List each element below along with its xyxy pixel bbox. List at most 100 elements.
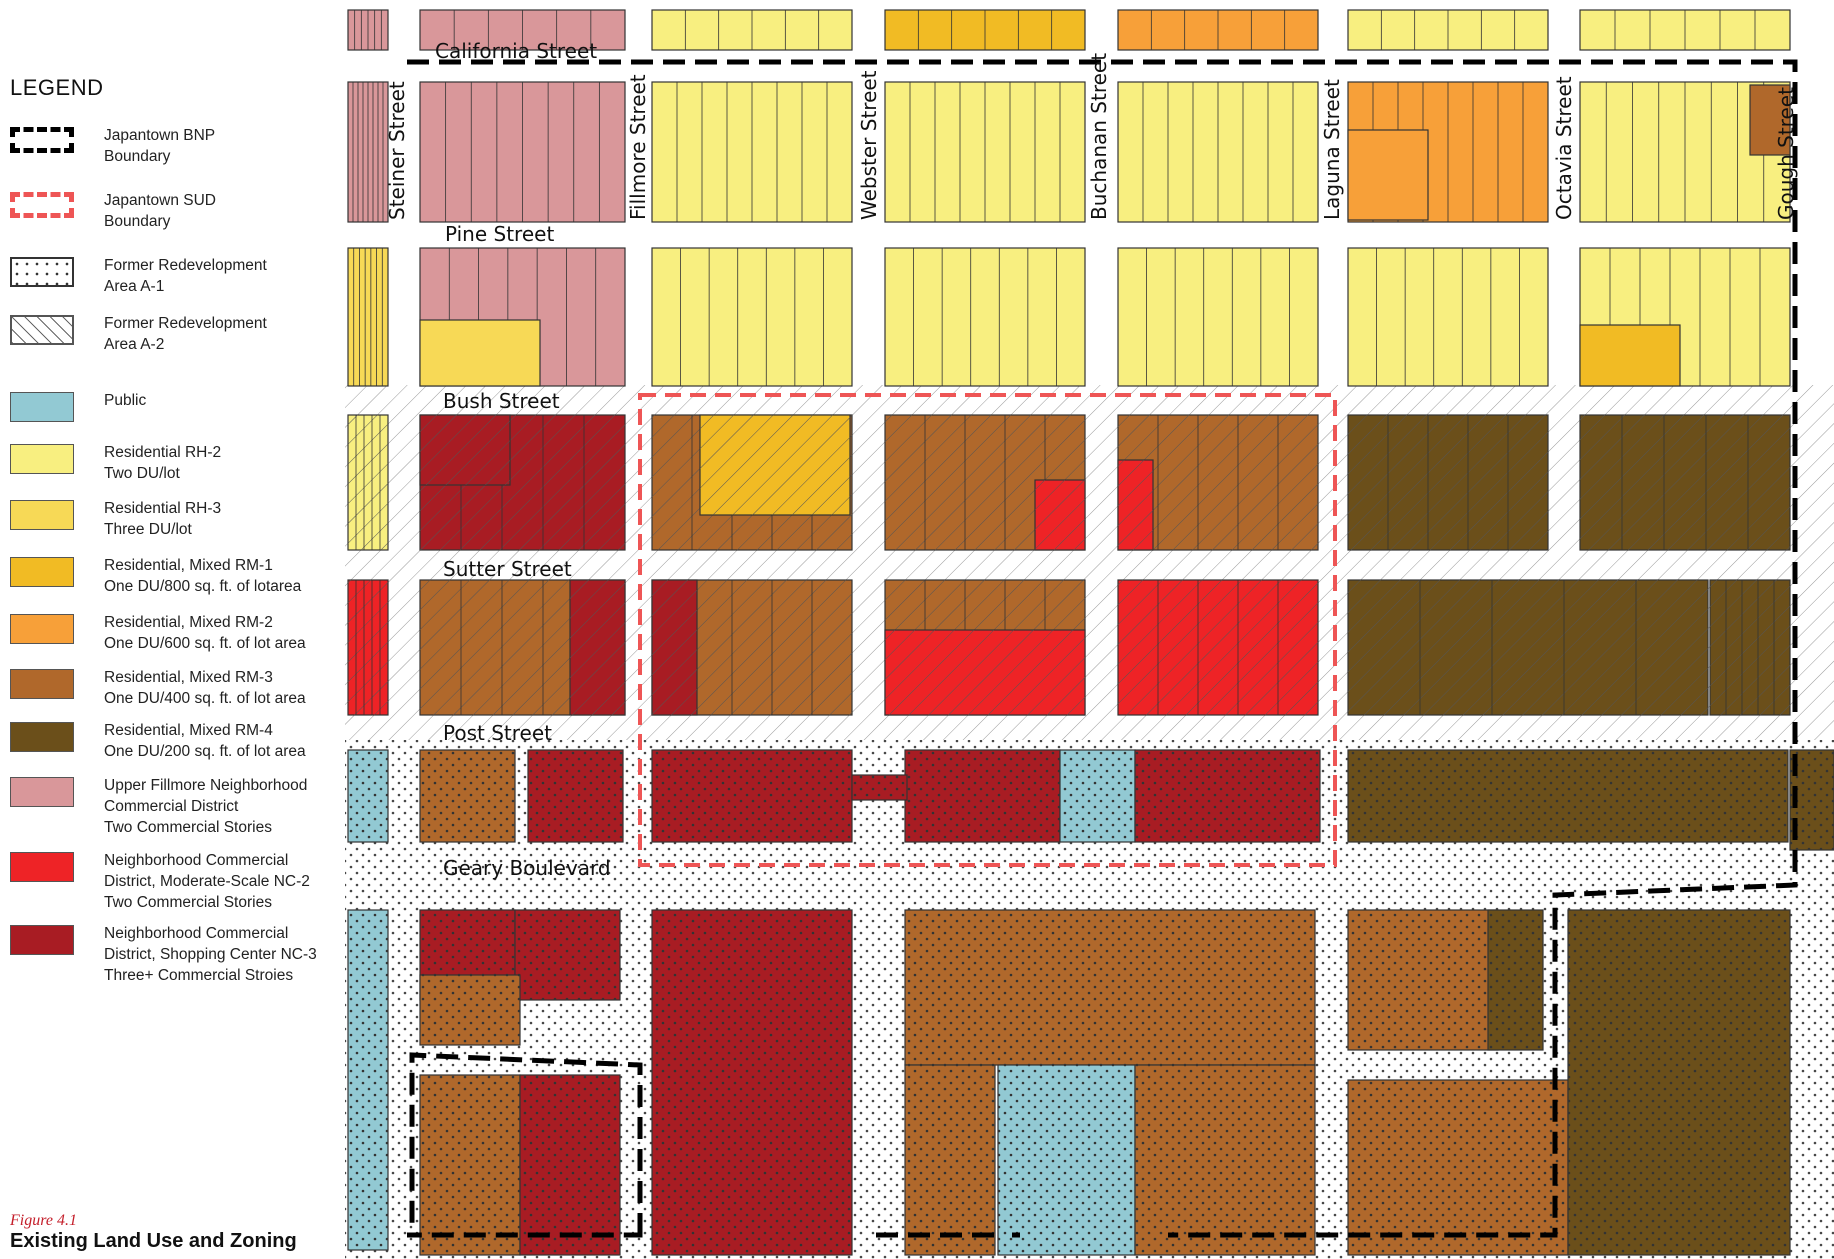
block-rm1-hatched-overlay <box>700 415 850 515</box>
block-nc3-sw3-overlay <box>520 1075 620 1255</box>
legend-panel: LEGEND Japantown BNP Boundary Japantown S… <box>0 0 345 1259</box>
block-geary-post-5-overlay <box>1060 750 1135 842</box>
block-geary-post-7-overlay <box>1348 750 1788 842</box>
block-rm4-east-overlay <box>1488 910 1543 1050</box>
block-bush-pine-4 <box>1118 248 1318 386</box>
block-sutter-bush-6-overlay <box>1580 415 1790 550</box>
legend-swatch-nc2 <box>10 852 74 882</box>
legend-item-rm1: Residential, Mixed RM-1 One DU/800 sq. f… <box>10 555 340 611</box>
sutter-street-label: Sutter Street <box>443 557 572 581</box>
legend-label-public: Public <box>104 390 340 411</box>
legend-swatch-rh3 <box>10 500 74 530</box>
pine-street-label: Pine Street <box>445 222 554 246</box>
legend-swatch-rm3 <box>10 669 74 699</box>
block-bush-pine-5 <box>1348 248 1548 386</box>
block-rm3-east-overlay <box>1348 910 1498 1050</box>
legend-item-bnp-boundary: Japantown BNP Boundary <box>10 125 340 181</box>
legend-label-bnp-boundary: Japantown BNP Boundary <box>104 125 340 167</box>
block-rm3-center3-overlay <box>1135 1065 1315 1255</box>
legend-label-nc-fillmore: Upper Fillmore Neighborhood Commercial D… <box>104 775 340 838</box>
fillmore-street-label: Fillmore Street <box>626 74 650 220</box>
legend-item-nc3: Neighborhood Commercial District, Shoppi… <box>10 923 340 979</box>
legend-label-redevelopment-a1: Former Redevelopment Area A-1 <box>104 255 340 297</box>
block-geary-post-3-overlay <box>652 750 852 842</box>
california-street-label: California Street <box>435 39 597 63</box>
block-geary-post-2-overlay <box>528 750 623 842</box>
steiner-street-label: Steiner Street <box>385 81 409 220</box>
block-rm3-center2-overlay <box>905 1065 995 1255</box>
legend-item-rh3: Residential RH-3 Three DU/lot <box>10 498 340 554</box>
legend-label-rh2: Residential RH-2 Two DU/lot <box>104 442 340 484</box>
block-nc3-sutter-overlay <box>570 580 625 715</box>
block-rm4-southeast-overlay <box>1568 910 1790 1255</box>
legend-swatch-nc-fillmore <box>10 777 74 807</box>
legend-swatch-rm1 <box>10 557 74 587</box>
legend-swatch-nc3 <box>10 925 74 955</box>
legend-label-rm2: Residential, Mixed RM-2 One DU/600 sq. f… <box>104 612 340 654</box>
legend-swatch-rm4 <box>10 722 74 752</box>
block-public-west-overlay <box>348 910 388 1250</box>
block-geary-post-1-overlay <box>420 750 515 842</box>
legend-swatch-public <box>10 392 74 422</box>
block-geary-post-6-overlay <box>1135 750 1320 842</box>
legend-label-nc2: Neighborhood Commercial District, Modera… <box>104 850 340 913</box>
block-bush-pine-3 <box>885 248 1085 386</box>
buchanan-street-label: Buchanan Street <box>1087 53 1111 220</box>
block-nc3-center-overlay <box>652 910 852 1255</box>
geary-boulevard-label: Geary Boulevard <box>443 856 611 880</box>
webster-street-label: Webster Street <box>857 70 881 220</box>
block-sutter-bush-5-overlay <box>1348 415 1548 550</box>
block-post-sutter-6-overlay <box>1710 580 1790 715</box>
block-bush-pine-2 <box>652 248 852 386</box>
zoning-map: California Street Pine Street Bush Stree… <box>345 0 1834 1259</box>
block-rm1-inset <box>1580 325 1680 386</box>
legend-swatch-rh2 <box>10 444 74 474</box>
block-rm3-east2-overlay <box>1348 1080 1568 1255</box>
block-nc3-corner-overlay <box>420 415 510 485</box>
block-nc3-sw2-overlay <box>515 910 620 1000</box>
block-nc3-fillmore-overlay <box>652 580 697 715</box>
legend-item-rm2: Residential, Mixed RM-2 One DU/600 sq. f… <box>10 612 340 668</box>
block-nc2-small-overlay <box>1035 480 1085 550</box>
post-street-label: Post Street <box>443 721 552 745</box>
legend-label-redevelopment-a2: Former Redevelopment Area A-2 <box>104 313 340 355</box>
block-nc2-small-2-overlay <box>1118 460 1153 550</box>
legend-item-sud-boundary: Japantown SUD Boundary <box>10 190 340 246</box>
gough-street-label: Gough Street <box>1774 87 1798 220</box>
legend-label-rm3: Residential, Mixed RM-3 One DU/400 sq. f… <box>104 667 340 709</box>
legend-item-public: Public <box>10 390 340 446</box>
legend-label-sud-boundary: Japantown SUD Boundary <box>104 190 340 232</box>
block-rm3-sw-overlay <box>420 975 520 1045</box>
legend-item-rm3: Residential, Mixed RM-3 One DU/400 sq. f… <box>10 667 340 723</box>
legend-swatch-bnp-boundary <box>10 127 74 153</box>
figure-title: Existing Land Use and Zoning <box>10 1230 297 1253</box>
block-nc3-bridge-overlay <box>852 775 907 800</box>
legend-swatch-redevelopment-a2 <box>10 315 74 345</box>
legend-item-rm4: Residential, Mixed RM-4 One DU/200 sq. f… <box>10 720 340 776</box>
block-sutter-bush-0-overlay <box>348 415 388 550</box>
block-public-center-overlay <box>998 1065 1135 1255</box>
legend-swatch-sud-boundary <box>10 192 74 218</box>
block-rm3-sw2-overlay <box>420 1075 520 1255</box>
block-post-sutter-5-overlay <box>1348 580 1708 715</box>
legend-title: LEGEND <box>10 75 103 101</box>
octavia-street-label: Octavia Street <box>1552 76 1576 220</box>
legend-swatch-redevelopment-a1 <box>10 257 74 287</box>
laguna-street-label: Laguna Street <box>1320 79 1344 220</box>
block-rm2-inset <box>1348 130 1428 220</box>
block-post-sutter-0-overlay <box>348 580 388 715</box>
block-nc2-webster-overlay <box>885 630 1085 715</box>
legend-label-nc3: Neighborhood Commercial District, Shoppi… <box>104 923 340 986</box>
block-rh3-inset <box>420 320 540 386</box>
legend-item-nc-fillmore: Upper Fillmore Neighborhood Commercial D… <box>10 775 340 831</box>
bush-street-label: Bush Street <box>443 389 560 413</box>
legend-item-nc2: Neighborhood Commercial District, Modera… <box>10 850 340 906</box>
legend-label-rm4: Residential, Mixed RM-4 One DU/200 sq. f… <box>104 720 340 762</box>
block-geary-post-0-overlay <box>348 750 388 842</box>
block-geary-post-4-overlay <box>905 750 1060 842</box>
legend-label-rm1: Residential, Mixed RM-1 One DU/800 sq. f… <box>104 555 340 597</box>
figure-label: Figure 4.1 <box>10 1212 77 1230</box>
legend-swatch-rm2 <box>10 614 74 644</box>
legend-item-redevelopment-a1: Former Redevelopment Area A-1 <box>10 255 340 311</box>
legend-item-redevelopment-a2: Former Redevelopment Area A-2 <box>10 313 340 369</box>
